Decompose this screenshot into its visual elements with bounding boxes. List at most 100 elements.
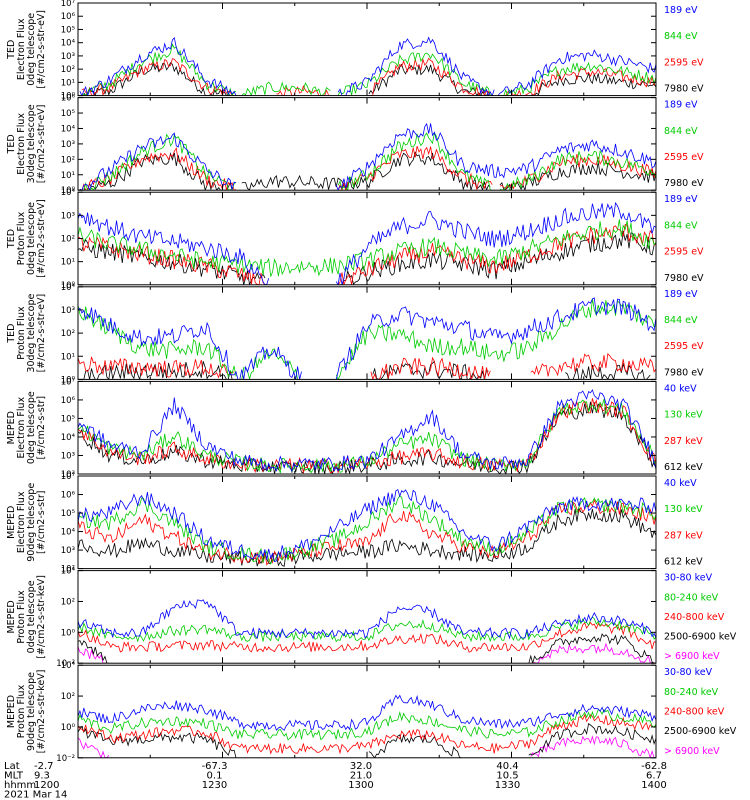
legend-entry: 189 eV	[664, 289, 698, 300]
y-tick-label: 10²	[61, 155, 75, 165]
y-tick-label: 10²	[61, 329, 75, 339]
svg-text:90deg telescope: 90deg telescope	[26, 672, 37, 751]
footer-value: 0.1	[207, 770, 223, 781]
legend-entry: 130 keV	[664, 410, 703, 421]
svg-text:[#/cm2-s-str-keV]: [#/cm2-s-str-keV]	[36, 575, 47, 659]
footer-value: 1300	[348, 780, 373, 791]
y-tick-label: 10³	[61, 306, 75, 316]
svg-text:[#/cm2-s-str]: [#/cm2-s-str]	[36, 491, 47, 554]
legend: 189 eV 844 eV 2595 eV 7980 eV	[664, 194, 704, 284]
legend-entry: 40 keV	[664, 478, 697, 489]
y-tick-label: 10²	[61, 235, 75, 245]
y-tick-label: 10⁻²	[56, 659, 75, 669]
panel-5: 10² 10³ 10⁴ 10⁵ 10⁶ 10⁷ MEPED Electron Flux 0deg…	[6, 377, 703, 480]
series-line-1-4	[79, 36, 656, 96]
y-tick-label: 10⁵	[61, 509, 75, 519]
svg-text:30deg telescope: 30deg telescope	[26, 293, 37, 372]
y-tick-label: 10⁷	[61, 377, 76, 387]
y-tick-label: 10⁶	[61, 491, 76, 501]
legend: 189 eV 844 eV 2595 eV 7980 eV	[664, 5, 704, 95]
y-ticks: 10⁰ 10¹ 10² 10³ 10⁴ 10⁵ 10⁶	[61, 94, 656, 196]
y-axis-label: MEPED Electron Flux 0deg telescope [#/cm2-s…	[6, 391, 47, 464]
series-line-8-4	[78, 708, 656, 741]
panel-1: 10⁰ 10¹ 10² 10³ 10⁴ 10⁵ 10⁶ 10⁷ TED Electron Flux…	[6, 0, 704, 102]
series-line-1-2	[81, 57, 656, 96]
series-line-5-3	[78, 398, 656, 474]
footer-value: 40.4	[496, 761, 518, 772]
y-tick-label: 10³	[61, 451, 75, 461]
legend: 30-80 keV 80-240 keV 240-800 keV 2500-6900 …	[664, 667, 737, 757]
series-line-8-3	[78, 713, 656, 755]
footer-value: 1230	[202, 780, 227, 791]
legend-entry: 189 eV	[664, 5, 698, 16]
y-tick-label: 10⁵	[61, 109, 75, 119]
svg-text:0deg telescope: 0deg telescope	[26, 13, 37, 86]
svg-text:Electron Flux: Electron Flux	[16, 396, 27, 458]
series-line-7-5	[78, 599, 656, 640]
series-line-2-4	[79, 122, 656, 191]
series-line-3-1	[78, 230, 656, 285]
plot-frame	[77, 2, 657, 97]
footer-value: 1400	[641, 780, 666, 791]
y-tick-label: 10⁴	[61, 661, 76, 671]
y-tick-label: 10¹	[61, 171, 75, 181]
y-tick-label: 10²	[61, 565, 75, 575]
legend-entry: 612 keV	[664, 557, 703, 568]
legend-entry: 2595 eV	[664, 341, 704, 352]
y-tick-label: 10⁵	[61, 414, 75, 424]
y-tick-label: 10⁰	[61, 92, 76, 102]
svg-text:Proton Flux: Proton Flux	[16, 306, 27, 360]
y-tick-label: 10⁴	[61, 124, 76, 134]
y-axis-label: TED Electron Flux 30deg telescope [#/cm2-s-…	[6, 104, 47, 183]
legend-entry: 7980 eV	[664, 84, 704, 95]
series-line-1-1	[83, 62, 656, 96]
legend-entry: 189 eV	[664, 100, 698, 111]
y-axis-label: MEPED Proton Flux 0deg telescope [#/cm2-s-s…	[6, 575, 47, 659]
panel-8: 10⁻² 10⁰ 10² 10⁴ MEPED Proton Flux 90deg teles…	[6, 661, 737, 764]
legend-entry: 844 eV	[664, 315, 698, 326]
legend-entry: > 6900 keV	[664, 651, 720, 662]
svg-text:MEPED: MEPED	[6, 506, 17, 539]
svg-text:Electron Flux: Electron Flux	[16, 491, 27, 553]
footer-row-label: MLT	[4, 770, 24, 781]
series-line-7-3	[78, 621, 656, 653]
y-axis-label: TED Proton Flux 0deg telescope [#/cm2-s-str…	[6, 199, 47, 278]
y-ticks: 10⁰ 10¹ 10² 10³ 10⁴	[61, 283, 656, 385]
y-tick-label: 10⁷	[61, 472, 76, 482]
y-tick-label: 10¹	[61, 78, 75, 88]
series-line-7-2	[78, 633, 655, 664]
legend-entry: 80-240 keV	[664, 687, 719, 698]
y-ticks: 10⁰ 10¹ 10² 10³ 10⁴	[61, 188, 656, 291]
series-line-2-1	[83, 151, 656, 191]
legend-entry: 844 eV	[664, 220, 698, 231]
footer-value: 21.0	[350, 770, 372, 781]
footer-value: 32.0	[350, 761, 372, 772]
svg-text:[#/cm2-s-str-keV]: [#/cm2-s-str-keV]	[36, 670, 47, 754]
y-ticks: 10² 10³ 10⁴ 10⁵ 10⁶ 10⁷	[61, 472, 656, 575]
svg-text:TED: TED	[6, 40, 17, 60]
y-axis-label: TED Electron Flux 0deg telescope [#/cm2-s-s…	[6, 10, 47, 89]
series-line-6-4	[78, 488, 656, 563]
y-tick-label: 10²	[61, 597, 75, 607]
svg-text:90deg telescope: 90deg telescope	[26, 483, 37, 562]
y-tick-label: 10¹	[61, 258, 75, 268]
panel-2: 10⁰ 10¹ 10² 10³ 10⁴ 10⁵ 10⁶ TED Electron Flux 30d…	[6, 94, 704, 197]
y-tick-label: 10⁴	[61, 567, 76, 577]
legend-entry: 130 keV	[664, 504, 703, 515]
legend-entry: 844 eV	[664, 31, 698, 42]
y-tick-label: 10⁰	[61, 628, 76, 638]
legend-entry: 7980 eV	[664, 178, 704, 189]
svg-text:Electron Flux: Electron Flux	[16, 113, 27, 175]
y-tick-label: 10⁴	[61, 433, 76, 443]
footer-axis: Lat -2.7 -67.3 32.0 40.4 -62.8 MLT 9.3 0.1 21.0 10…	[4, 761, 667, 800]
y-tick-label: 10⁻²	[56, 754, 75, 764]
y-tick-label: 10⁴	[61, 39, 76, 49]
svg-text:0deg telescope: 0deg telescope	[26, 580, 37, 653]
footer-value: -62.8	[641, 761, 667, 772]
legend-entry: > 6900 keV	[664, 746, 720, 757]
legend-entry: 2500-6900 keV	[664, 726, 737, 737]
